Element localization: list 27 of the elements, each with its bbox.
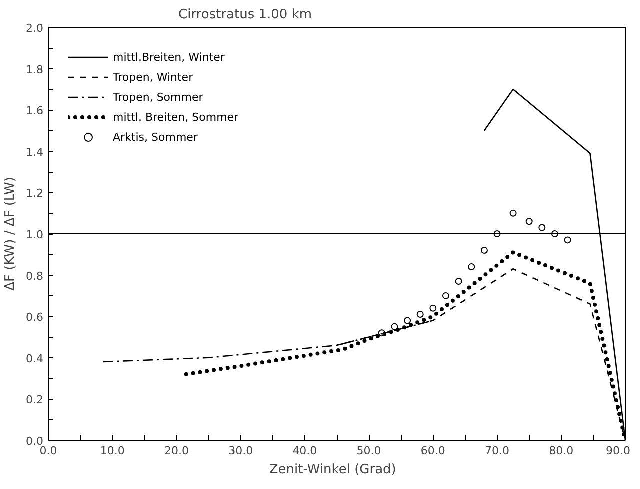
x-axis-title: Zenit-Winkel (Grad) bbox=[269, 462, 396, 478]
x-tick-label: 40.0 bbox=[292, 444, 318, 458]
y-tick-label: 1.0 bbox=[26, 228, 44, 242]
x-tick-label: 30.0 bbox=[228, 444, 254, 458]
y-tick-label: 1.8 bbox=[26, 63, 44, 76]
legend-label: mittl.Breiten, Winter bbox=[113, 50, 225, 64]
x-tick-label: 90.0 bbox=[606, 444, 631, 458]
y-axis-title: ΔF (KW) / ΔF (LW) bbox=[3, 177, 18, 291]
y-tick-label: 2.0 bbox=[26, 22, 44, 35]
y-tick-label: 0.2 bbox=[26, 394, 44, 407]
legend-label: Arktis, Sommer bbox=[113, 130, 198, 144]
y-tick-label: 1.4 bbox=[26, 146, 44, 159]
y-tick-label: 0.4 bbox=[26, 352, 44, 366]
x-tick-label: 20.0 bbox=[164, 444, 189, 458]
x-tick-label: 50.0 bbox=[356, 444, 382, 458]
x-tick-label: 10.0 bbox=[100, 444, 125, 458]
x-tick-label: 80.0 bbox=[549, 444, 574, 458]
legend-label: Tropen, Sommer bbox=[113, 90, 204, 104]
x-tick-label: 60.0 bbox=[420, 444, 446, 458]
y-tick-label: 1.6 bbox=[26, 104, 44, 118]
legend-label: Tropen, Winter bbox=[113, 70, 194, 84]
chart-title: Cirrostratus 1.00 km bbox=[178, 8, 312, 22]
x-tick-label: 70.0 bbox=[485, 444, 510, 458]
y-tick-label: 1.2 bbox=[26, 187, 44, 200]
y-tick-label: 0.6 bbox=[26, 311, 44, 324]
legend-label: mittl. Breiten, Sommer bbox=[113, 110, 239, 124]
y-tick-label: 0.8 bbox=[26, 270, 44, 283]
